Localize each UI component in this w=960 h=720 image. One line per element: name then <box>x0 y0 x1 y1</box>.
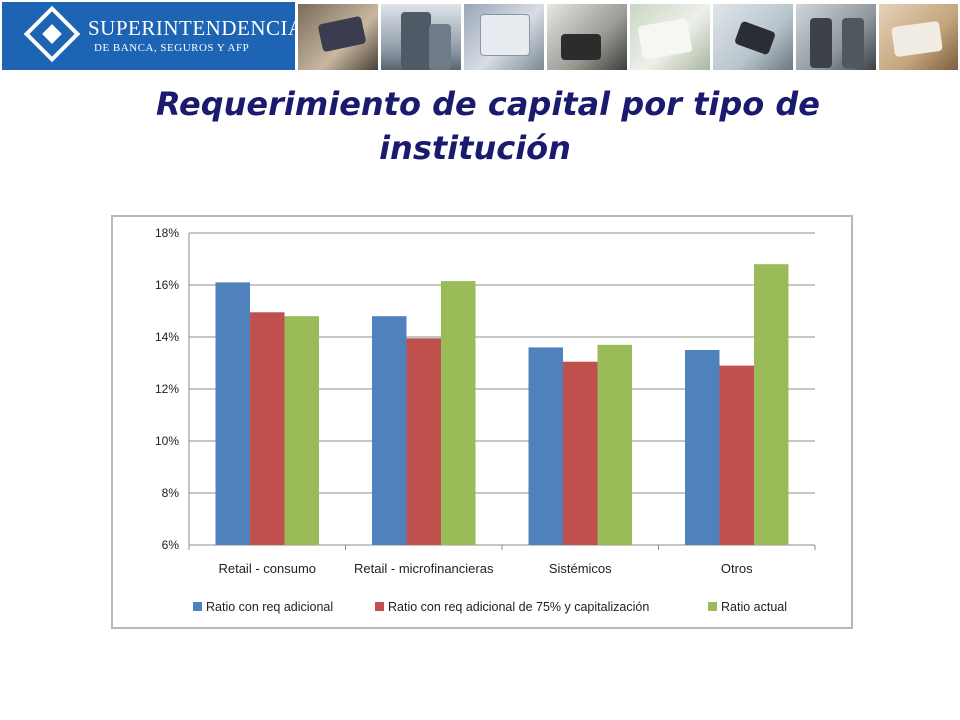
sbs-logo: SUPERINTENDENCIA DE BANCA, SEGUROS Y AFP <box>2 2 303 70</box>
bar-3-2 <box>441 281 476 545</box>
y-tick-label: 8% <box>162 486 180 500</box>
hands-writing-photo <box>879 4 958 70</box>
x-tick-label: Retail - microfinancieras <box>354 561 494 576</box>
slide-title-line-2: institución <box>379 129 571 167</box>
credit-card-photo <box>298 4 378 70</box>
slide-title-line-1: Requerimiento de capital por tipo de <box>155 85 820 123</box>
signing-document-photo <box>630 4 710 70</box>
slide-title: Requerimiento de capital por tipo de ins… <box>0 82 960 170</box>
logo-diamond-icon <box>23 5 81 63</box>
bar-3-4 <box>754 264 789 545</box>
laptop-user-photo <box>547 4 627 70</box>
logo-subtitle: DE BANCA, SEGUROS Y AFP <box>94 42 250 54</box>
x-tick-label: Retail - consumo <box>218 561 316 576</box>
logo-title: SUPERINTENDENCIA <box>88 16 304 40</box>
legend-swatch-1 <box>193 602 202 611</box>
chart-frame: 6% 8% 10% 12% 14% 16% 18% Retail - consumo Retai… <box>111 215 853 629</box>
bar-1-3 <box>528 347 563 545</box>
y-tick-label: 14% <box>155 330 179 344</box>
bar-1-4 <box>685 350 720 545</box>
office-building-photo <box>381 4 461 70</box>
bar-2-1 <box>250 312 285 545</box>
legend-swatch-2 <box>375 602 384 611</box>
legend-label-3: Ratio actual <box>721 600 787 614</box>
card-terminal-photo <box>713 4 793 70</box>
bar-2-2 <box>406 338 441 545</box>
bar-2-3 <box>563 361 598 545</box>
y-tick-label: 16% <box>155 278 179 292</box>
enter-key-photo <box>464 4 544 70</box>
bar-3-1 <box>284 316 319 545</box>
bar-1-2 <box>372 316 407 545</box>
bar-2-4 <box>719 365 754 545</box>
bar-chart: 6% 8% 10% 12% 14% 16% 18% Retail - consumo Retai… <box>155 226 816 614</box>
y-tick-label: 6% <box>162 538 180 552</box>
y-tick-label: 10% <box>155 434 179 448</box>
bar-3-3 <box>597 344 632 545</box>
bar-1-1 <box>215 282 250 545</box>
y-tick-label: 12% <box>155 382 179 396</box>
business-handshake-photo <box>796 4 876 70</box>
legend-label-2: Ratio con req adicional de 75% y capital… <box>388 600 649 614</box>
x-tick-label: Sistémicos <box>549 561 612 576</box>
header-banner: SUPERINTENDENCIA DE BANCA, SEGUROS Y AFP <box>0 0 960 72</box>
legend-swatch-3 <box>708 602 717 611</box>
x-tick-label: Otros <box>721 561 753 576</box>
legend-label-1: Ratio con req adicional <box>206 600 333 614</box>
y-tick-label: 18% <box>155 226 179 240</box>
